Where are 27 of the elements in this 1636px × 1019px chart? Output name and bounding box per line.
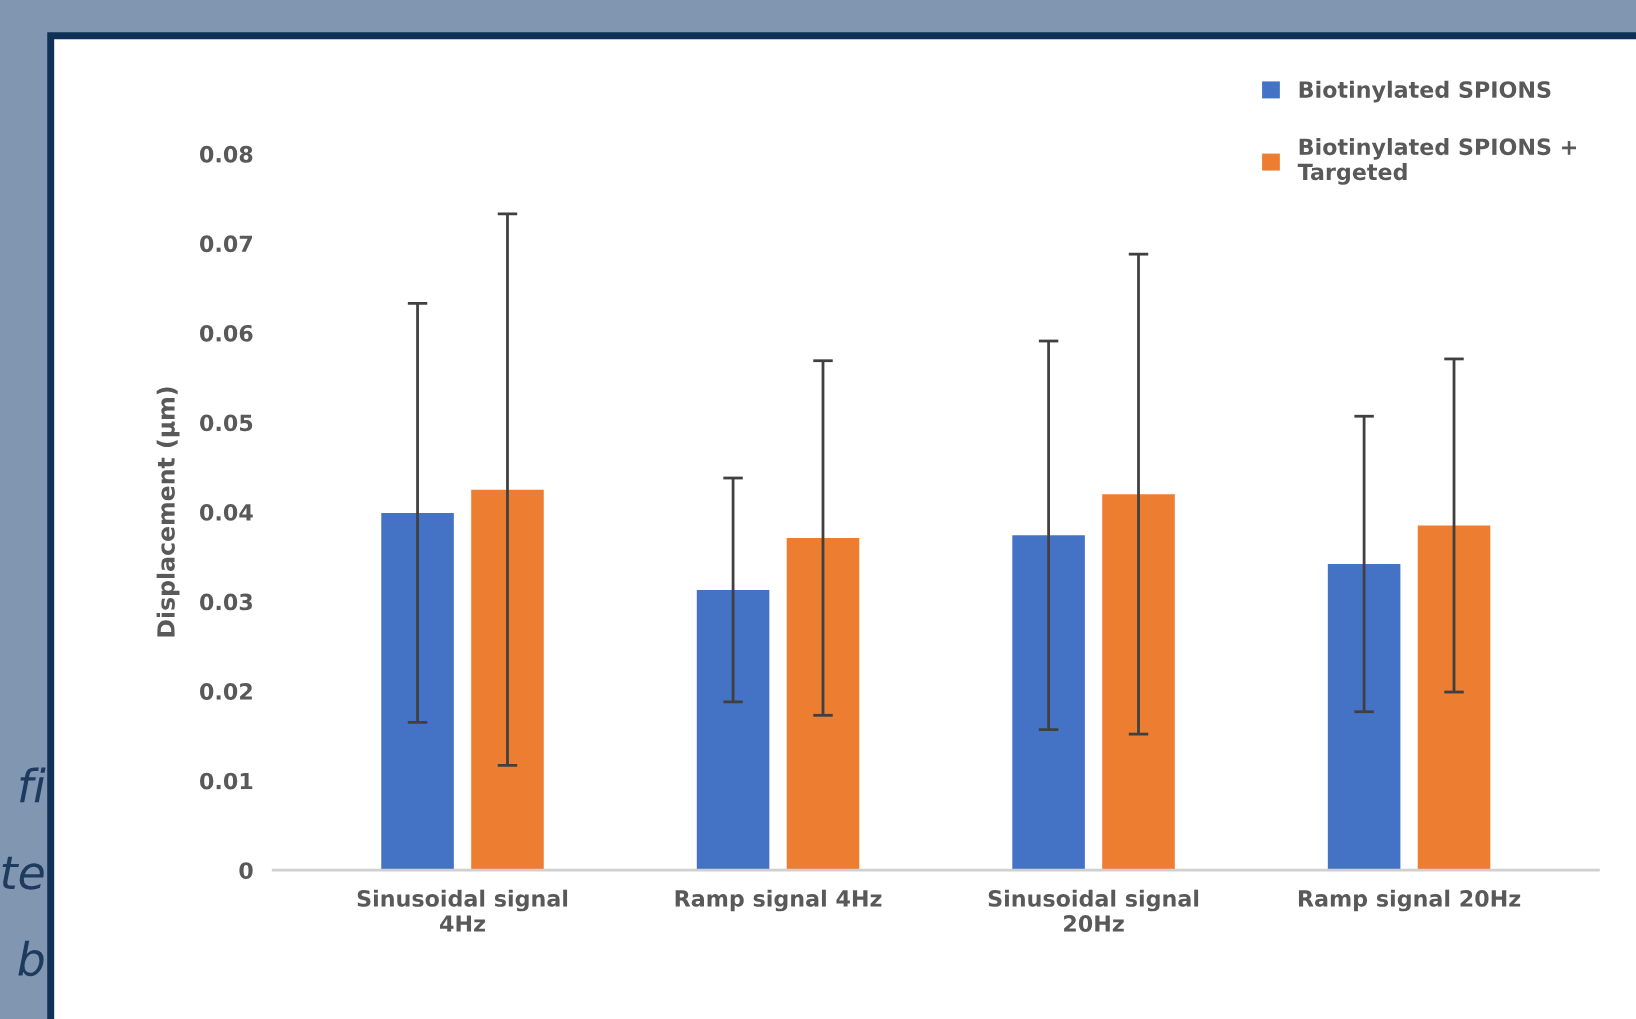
bar (471, 489, 544, 871)
y-tick-label: 0.01 (200, 772, 253, 790)
text: te (2, 856, 44, 890)
text: fi (20, 767, 46, 803)
legend-label: Biotinylated SPIONS (1299, 80, 1551, 103)
text: b (18, 940, 44, 977)
y-tick-label: 0 (239, 862, 253, 879)
x-tick-label: Ramp signal 4Hz (675, 889, 882, 912)
bar (1417, 525, 1491, 871)
y-tick-label: 0.05 (200, 414, 253, 432)
bar (1102, 494, 1175, 871)
y-tick-label: 0.02 (200, 683, 252, 700)
bar (381, 512, 454, 871)
x-tick-label: Sinusoidal signal 4Hz (357, 889, 568, 932)
bar (786, 538, 860, 871)
y-tick-label: 0.03 (200, 593, 252, 611)
legend-label: Biotinylated SPIONS + Targeted (1297, 137, 1577, 185)
y-tick-label: 0.07 (200, 235, 252, 253)
x-tick-label: Sinusoidal signal 20Hz (988, 889, 1199, 932)
y-tick-label: 0.08 (200, 145, 253, 163)
bar (1327, 563, 1401, 871)
x-tick-label: Ramp signal 20Hz (1298, 889, 1521, 912)
y-tick-label: 0.04 (200, 504, 253, 521)
y-axis-title: Displacement (µm) (156, 387, 180, 637)
bar (696, 589, 770, 871)
bar (1012, 535, 1085, 871)
y-tick-label: 0.06 (200, 324, 253, 342)
